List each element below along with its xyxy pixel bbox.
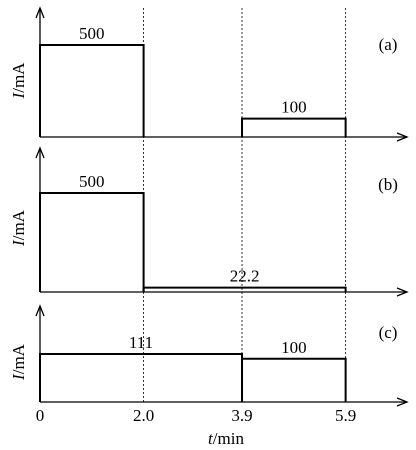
y-axis-label-unit: /mA (9, 343, 28, 374)
x-axis-label-unit: /min (213, 429, 245, 448)
y-axis-arrow (35, 304, 45, 317)
guide-lines (143, 8, 347, 402)
segment-label-1: 100 (281, 98, 307, 117)
segment-0 (39, 192, 145, 292)
segment-label-0: 111 (129, 333, 153, 352)
segment-label-0: 500 (79, 172, 105, 191)
y-axis-arrow (35, 146, 45, 159)
panel-label: (a) (379, 35, 398, 54)
x-axis-arrow (396, 287, 409, 297)
panel-label: (b) (378, 175, 398, 194)
segment-label-1: 100 (281, 338, 307, 357)
panel-2: I/mA (c) 111 100 (9, 304, 409, 407)
y-axis-label-unit: /mA (9, 62, 28, 93)
y-axis-label: I/mA (9, 343, 28, 381)
segment-1 (241, 117, 347, 137)
x-axis-arrow (396, 397, 409, 407)
segment-1 (241, 357, 347, 402)
x-tick-label-1: 2.0 (133, 406, 154, 425)
y-axis-label: I/mA (9, 209, 28, 247)
x-axis-arrow (396, 132, 409, 142)
segment-0 (39, 44, 145, 137)
panel-0: I/mA (a) 500 100 (9, 6, 409, 142)
panel-1: I/mA (b) 500 22.2 (9, 146, 409, 297)
y-axis-label-symbol: I (9, 373, 28, 381)
x-tick-label-3: 5.9 (335, 406, 356, 425)
segment-1 (142, 286, 347, 292)
y-axis-label-unit: /mA (9, 209, 28, 240)
x-axis-label: t/min (208, 429, 244, 448)
segment-label-1: 22.2 (230, 267, 260, 286)
x-axis-label-symbol: t (208, 429, 214, 448)
segment-0 (39, 353, 244, 402)
y-axis-arrow (35, 6, 45, 19)
y-axis-label: I/mA (9, 62, 28, 100)
panel-label: (c) (379, 323, 398, 342)
x-tick-label-0: 0 (36, 406, 45, 425)
y-axis-label-symbol: I (9, 91, 28, 99)
panels: I/mA (a) 500 100 I/mA (b) 500 22.2 I/mA (c) 111 100 (9, 6, 409, 407)
x-tick-label-2: 3.9 (231, 406, 252, 425)
x-axis: t/min 0 2.0 3.9 5.9 (36, 406, 356, 448)
segment-label-0: 500 (79, 24, 105, 43)
y-axis-label-symbol: I (9, 239, 28, 247)
